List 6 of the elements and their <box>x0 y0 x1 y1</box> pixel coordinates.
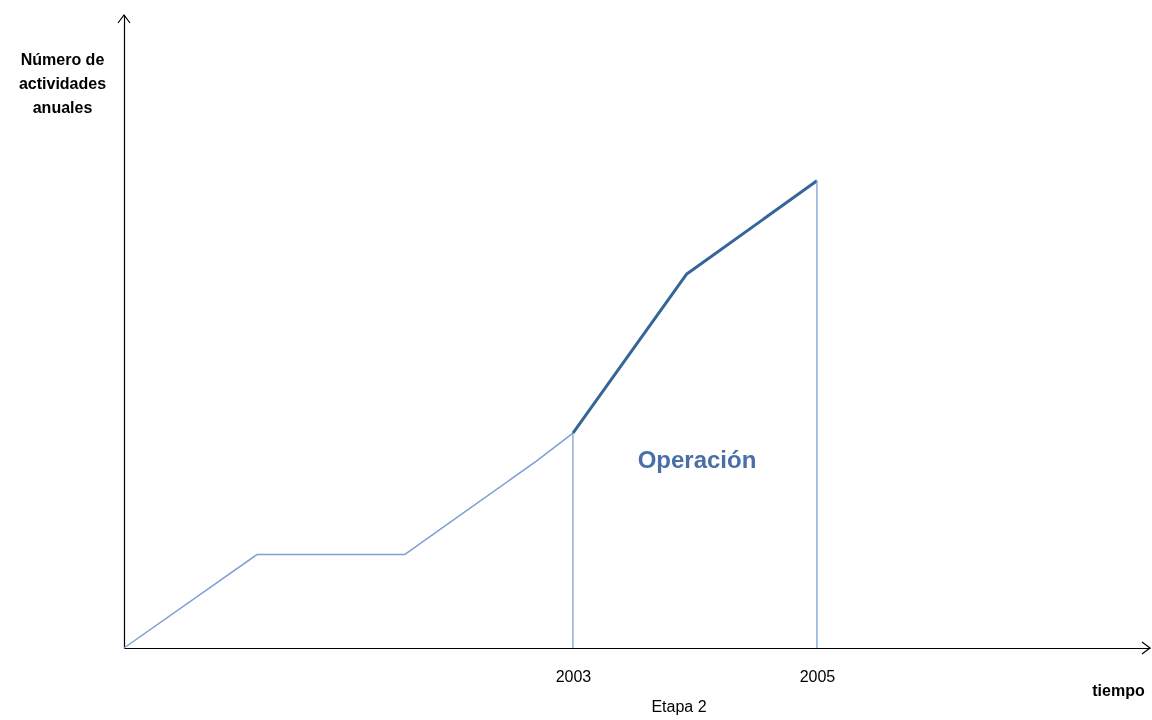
x-axis-title: tiempo <box>1092 681 1145 699</box>
annotation: Operación <box>637 446 757 474</box>
text: Etapa 2 <box>651 698 707 716</box>
x-tick-label: 2005 <box>799 667 836 685</box>
y-axis-title: Número de actividades anuales <box>18 50 107 116</box>
x-tick-label: 2003 <box>555 667 592 685</box>
